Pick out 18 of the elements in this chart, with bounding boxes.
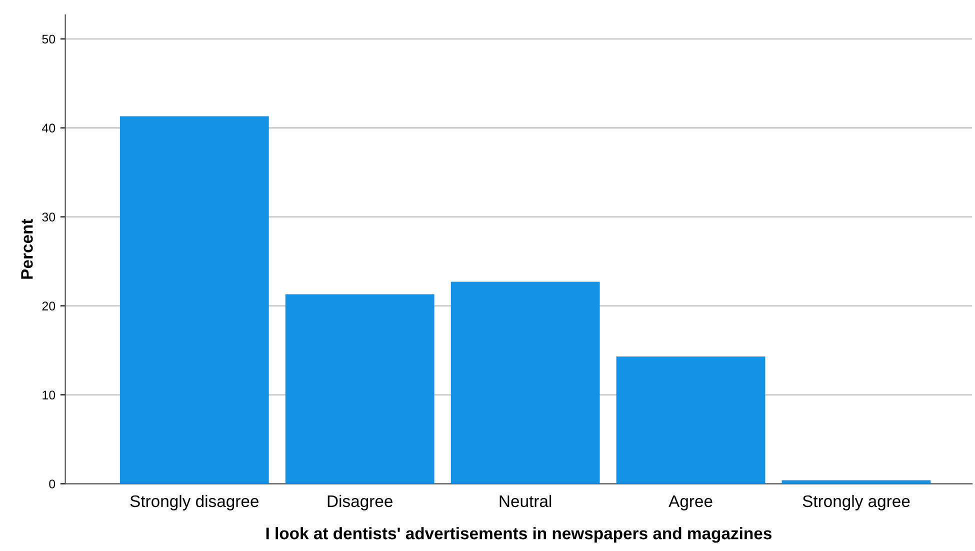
y-tick-label: 0 (49, 480, 56, 488)
x-axis-title: I look at dentists' advertisements in newspapers and magazines (266, 527, 772, 543)
bar (616, 356, 766, 484)
bar (285, 294, 434, 484)
y-tick-label: 20 (42, 302, 56, 310)
x-tick-label: Strongly disagree (130, 494, 259, 510)
y-tick-label: 30 (42, 212, 56, 222)
bar (782, 480, 931, 484)
y-axis-title: Percent (21, 218, 33, 279)
x-tick-label: Agree (668, 496, 712, 510)
bar (450, 282, 600, 484)
x-tick-label: Strongly agree (802, 494, 910, 510)
y-tick-label: 40 (42, 124, 56, 133)
x-tick-label: Neutral (500, 494, 552, 508)
y-tick-label: 10 (42, 390, 56, 400)
y-tick-label: 50 (42, 34, 56, 44)
bar (120, 116, 269, 484)
x-tick-label: Disagree (328, 494, 392, 510)
